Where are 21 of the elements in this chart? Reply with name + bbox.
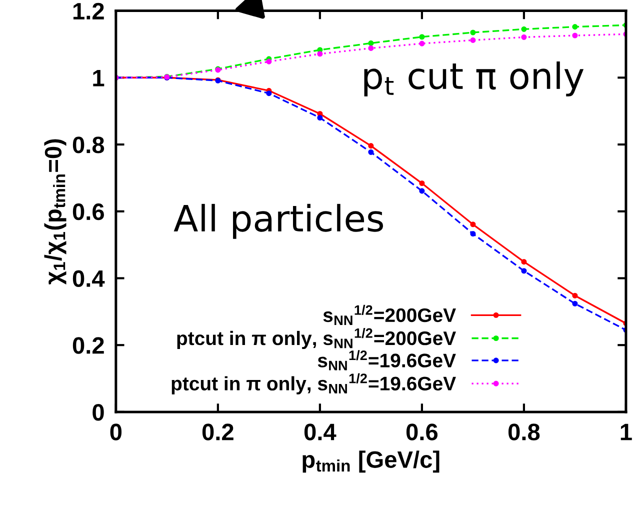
annotation: All particles bbox=[174, 204, 383, 239]
y-tick-label: 0.2 bbox=[72, 337, 104, 354]
y-tick-label: 0 bbox=[92, 404, 104, 421]
legend-label: ptcut in π only, s$_{NN}$$^{1/2}$=19.6GeV bbox=[172, 373, 456, 394]
y-axis-title: χ$_{1}$/χ$_{1}$(p$_{tmin}$=0) bbox=[44, 139, 66, 285]
legend-label: ptcut in π only, s$_{NN}$$^{1/2}$=200GeV bbox=[177, 328, 456, 350]
y-tick-label: 1 bbox=[93, 70, 104, 86]
legend-label: s$_{NN}$$^{1/2}$=200GeV bbox=[323, 304, 456, 325]
x-tick-label: 0 bbox=[110, 424, 122, 440]
legend-label: s$_{NN}$$^{1/2}$=19.6GeV bbox=[318, 350, 456, 370]
y-tick-label: 1.2 bbox=[73, 2, 104, 20]
x-tick-label: 0.8 bbox=[508, 424, 540, 440]
y-tick-label: 0.6 bbox=[72, 203, 104, 220]
annotation: p$_{t}$ cut π only bbox=[364, 61, 584, 96]
x-axis-title: p$_{tmin}$ [GeV/c] bbox=[302, 450, 440, 473]
x-tick-label: 1 bbox=[620, 424, 632, 440]
y-tick-label: 0.8 bbox=[72, 136, 104, 154]
y-tick-label: 0.4 bbox=[72, 270, 105, 288]
x-tick-label: 0.2 bbox=[202, 424, 234, 440]
x-tick-label: 0.4 bbox=[304, 424, 336, 440]
x-tick-label: 0.6 bbox=[406, 424, 438, 440]
